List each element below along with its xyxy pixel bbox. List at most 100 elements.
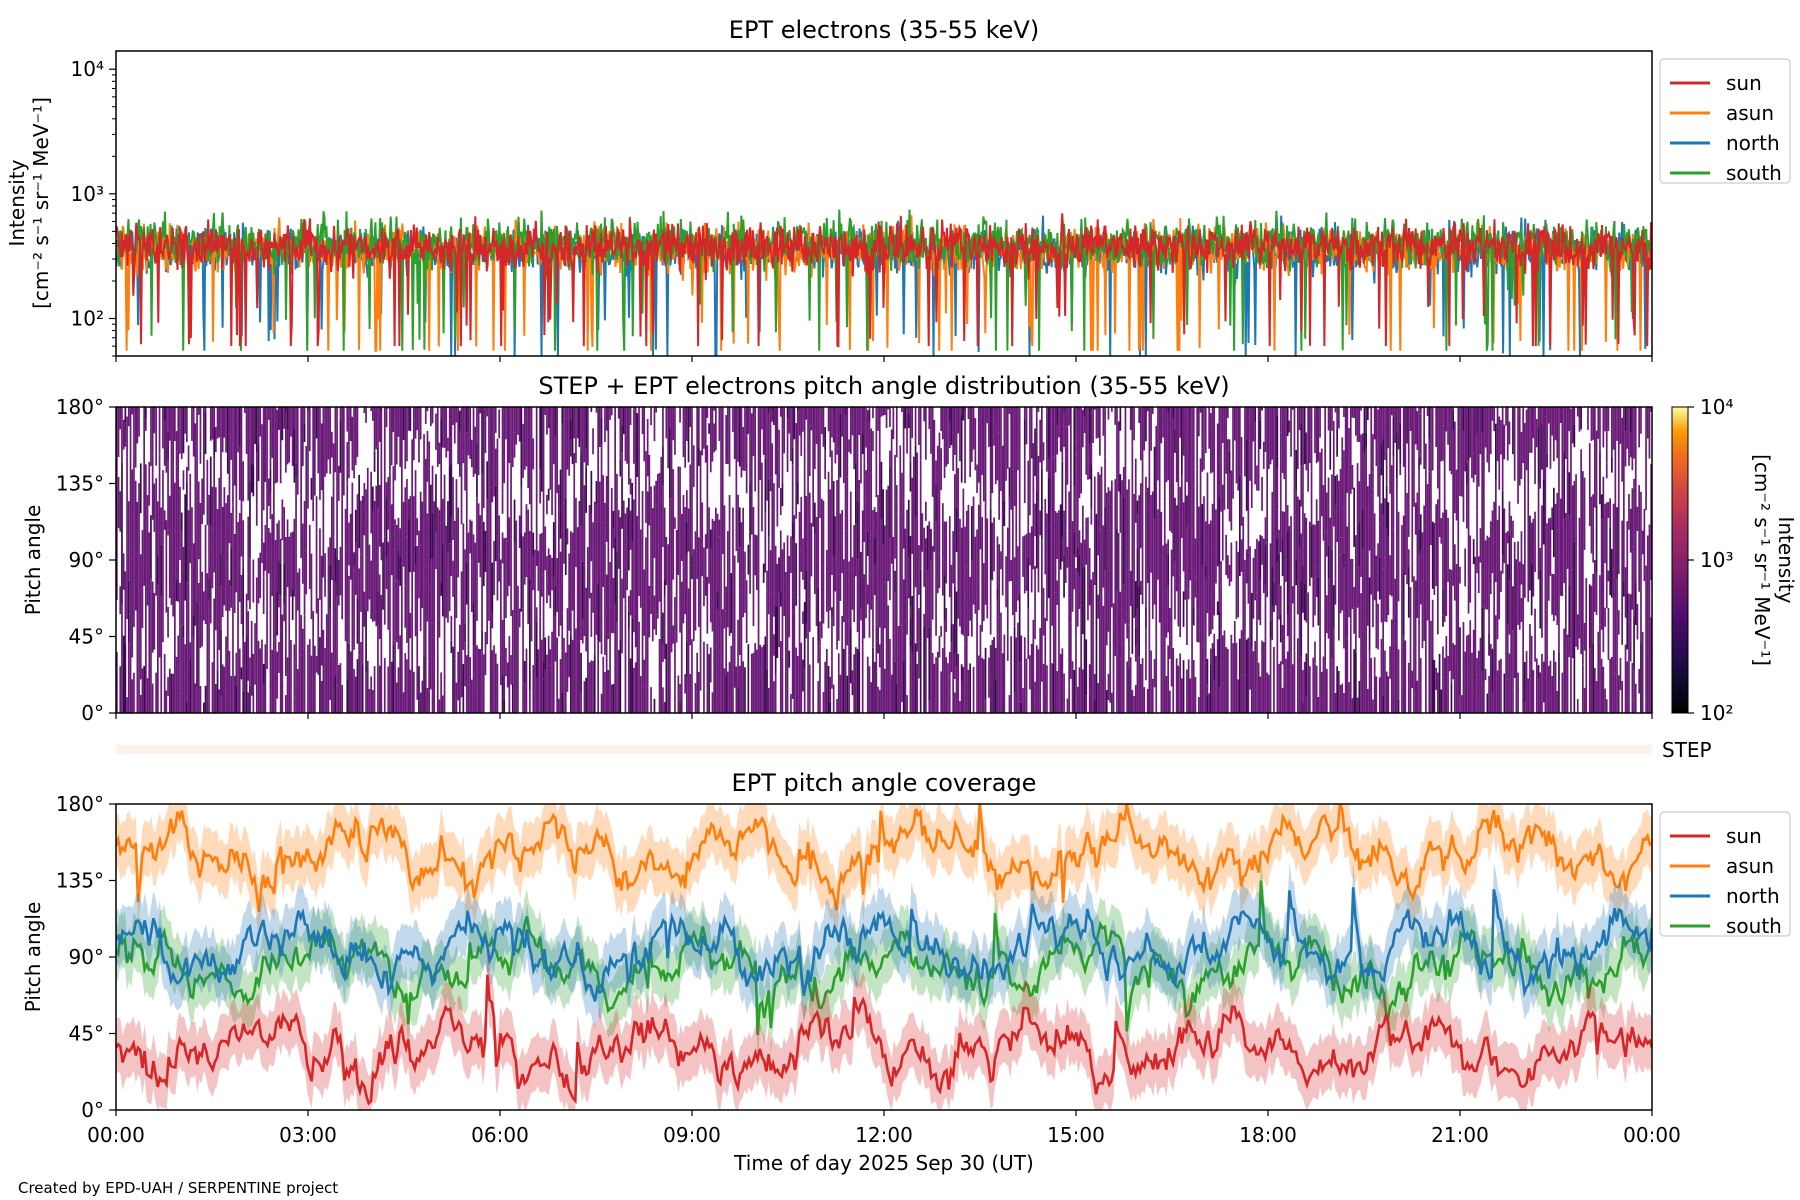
heatmap-cell <box>585 640 588 652</box>
heatmap-cell <box>413 698 415 713</box>
heatmap-cell <box>604 672 606 694</box>
heatmap-cell <box>706 643 709 691</box>
heatmap-cell <box>436 408 439 467</box>
heatmap-cell <box>1588 443 1591 497</box>
heatmap-cell <box>541 533 543 576</box>
heatmap-cell <box>1360 407 1362 411</box>
heatmap-cell <box>493 540 495 595</box>
heatmap-cell <box>1237 679 1240 713</box>
heatmap-cell <box>295 552 297 594</box>
heatmap-cell <box>909 407 912 463</box>
heatmap-cell <box>1553 574 1555 622</box>
heatmap-cell <box>390 661 393 713</box>
heatmap-cell <box>1186 431 1188 483</box>
heatmap-cell <box>508 517 511 568</box>
heatmap-cell <box>433 501 436 565</box>
heatmap-cell <box>150 427 152 467</box>
heatmap-cell <box>1375 407 1378 426</box>
heatmap-cell <box>638 520 640 597</box>
heatmap-cell <box>1076 571 1079 627</box>
heatmap-cell <box>901 407 903 412</box>
heatmap-cell <box>771 527 774 591</box>
heatmap-cell <box>1111 407 1113 412</box>
heatmap-cell <box>1382 438 1385 515</box>
heatmap-cell <box>619 639 622 713</box>
heatmap-cell <box>1331 549 1333 598</box>
heatmap-cell <box>1124 484 1127 521</box>
heatmap-cell <box>385 497 388 557</box>
heatmap-cell <box>1390 541 1393 553</box>
heatmap-cell <box>590 592 593 637</box>
heatmap-cell <box>527 407 530 437</box>
heatmap-cell <box>1445 555 1448 588</box>
heatmap-cell <box>1218 611 1221 688</box>
heatmap-cell <box>1407 566 1410 618</box>
bottom-y-ticks: 180°135°90°45°0° <box>56 792 116 1122</box>
heatmap-cell <box>213 638 216 660</box>
heatmap-cell <box>1104 506 1106 571</box>
heatmap-cell <box>1257 451 1260 491</box>
heatmap-cell <box>1629 508 1632 553</box>
heatmap-cell <box>866 584 869 605</box>
heatmap-cell <box>645 537 647 566</box>
heatmap-cell <box>213 505 216 573</box>
heatmap-cell <box>177 555 180 602</box>
heatmap-cell <box>723 505 726 565</box>
heatmap-cell <box>431 407 434 424</box>
heatmap-cell <box>585 407 588 450</box>
heatmap-cell <box>1136 645 1139 658</box>
heatmap-cell <box>561 650 564 693</box>
heatmap-cell <box>1025 580 1028 591</box>
heatmap-cell <box>163 407 166 421</box>
heatmap-cell <box>1407 687 1410 713</box>
heatmap-cell <box>634 662 637 713</box>
heatmap-cell <box>453 407 456 418</box>
heatmap-cell <box>133 518 135 537</box>
heatmap-cell <box>817 407 820 421</box>
heatmap-cell <box>232 643 234 676</box>
heatmap-cell <box>984 459 987 493</box>
heatmap-cell <box>481 691 483 713</box>
heatmap-cell <box>868 407 871 411</box>
heatmap-cell <box>800 642 803 713</box>
heatmap-cell <box>742 573 745 618</box>
heatmap-cell <box>716 592 719 610</box>
heatmap-cell <box>918 545 920 578</box>
heatmap-cell <box>1303 661 1306 713</box>
heatmap-cell <box>317 459 320 474</box>
heatmap-cell <box>617 407 620 419</box>
heatmap-cell <box>138 544 140 573</box>
heatmap-cell <box>1129 657 1132 713</box>
heatmap-cell <box>1114 544 1117 622</box>
heatmap-cell <box>1349 646 1352 693</box>
heatmap-cell <box>1140 483 1142 549</box>
heatmap-cell <box>691 480 693 540</box>
heatmap-cell <box>587 407 589 466</box>
heatmap-cell <box>1495 479 1497 515</box>
heatmap-cell <box>1469 407 1472 458</box>
heatmap-cell <box>948 676 951 693</box>
heatmap-cell <box>1469 620 1472 675</box>
heatmap-cell <box>307 407 309 412</box>
heatmap-cell <box>641 491 644 567</box>
heatmap-cell <box>614 428 617 477</box>
heatmap-cell <box>145 418 147 431</box>
heatmap-cell <box>467 407 470 456</box>
heatmap-cell <box>213 407 216 427</box>
heatmap-cell <box>1302 407 1304 418</box>
heatmap-cell <box>791 610 794 677</box>
heatmap-cell <box>344 550 347 568</box>
heatmap-cell <box>358 655 361 713</box>
heatmap-cell <box>554 407 557 437</box>
heatmap-cell <box>157 555 159 586</box>
heatmap-cell <box>708 654 710 713</box>
heatmap-cell <box>1201 575 1204 647</box>
heatmap-cell <box>1100 466 1103 532</box>
heatmap-cell <box>337 665 340 692</box>
heatmap-cell <box>493 484 495 497</box>
heatmap-cell <box>1034 585 1036 640</box>
heatmap-cell <box>1233 702 1236 713</box>
heatmap-cell <box>527 551 530 606</box>
heatmap-cell <box>296 447 299 495</box>
heatmap-cell <box>141 593 144 628</box>
